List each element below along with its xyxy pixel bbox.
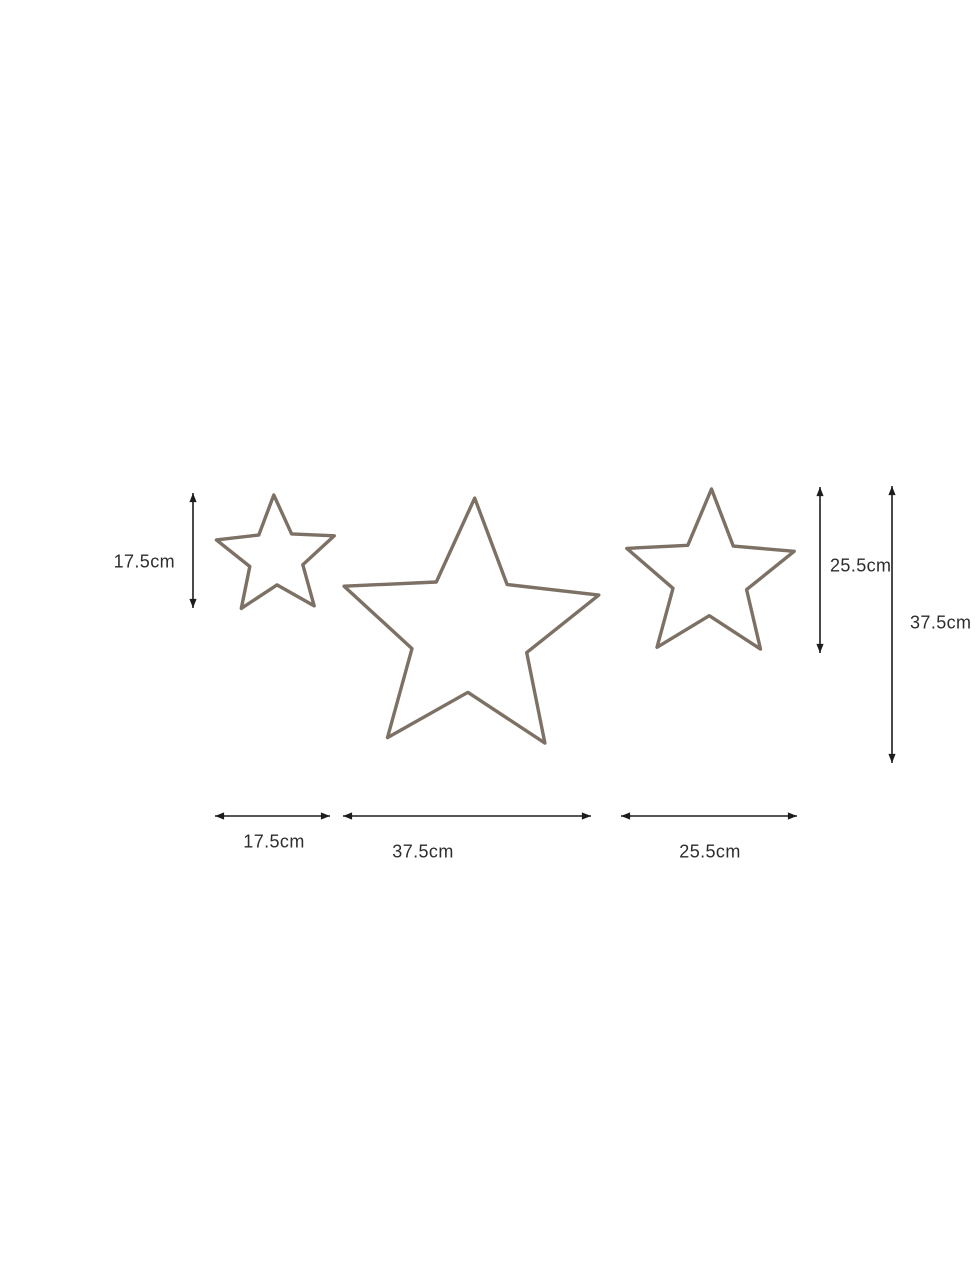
dim-label-small-height: 17.5cm — [114, 552, 175, 572]
dim-label-large-height: 37.5cm — [910, 613, 971, 633]
dim-label-small-width: 17.5cm — [243, 832, 304, 852]
dim-label-medium-height: 25.5cm — [830, 556, 891, 576]
medium-star-outline — [625, 487, 796, 651]
dim-large-star-height: 37.5cm — [888, 486, 971, 763]
dim-medium-star-height: 25.5cm — [816, 487, 891, 653]
small-star-outline — [214, 493, 336, 611]
wire-stars-group — [214, 487, 796, 745]
dim-medium-star-width: 25.5cm — [621, 812, 797, 862]
dim-label-medium-width: 25.5cm — [679, 842, 740, 862]
dimension-annotations: 17.5cm 25.5cm 37.5cm 17.5cm 37.5cm 25.5c… — [114, 486, 971, 862]
large-star-outline — [342, 496, 601, 745]
dim-small-star-width: 17.5cm — [215, 812, 330, 852]
dim-large-star-width: 37.5cm — [343, 812, 591, 862]
dim-small-star-height: 17.5cm — [114, 493, 197, 608]
dim-label-large-width: 37.5cm — [392, 842, 453, 862]
